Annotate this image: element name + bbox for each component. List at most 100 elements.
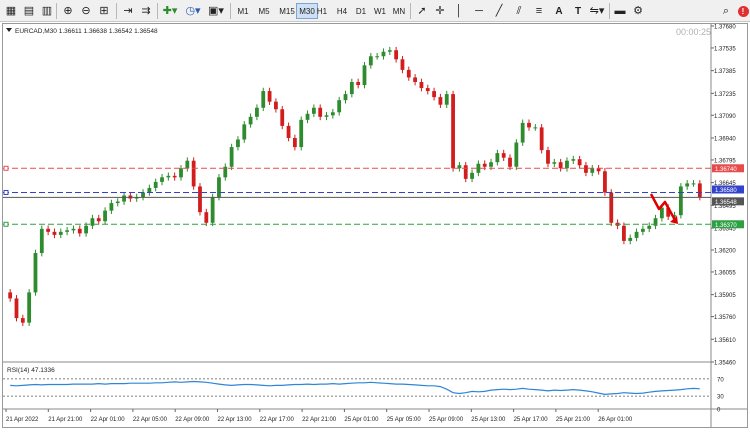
text-label-icon[interactable]: T [574,5,582,17]
profiles-icon[interactable]: ▤ [23,5,35,17]
periods-icon[interactable]: ◷▾ [185,5,201,17]
trendline-icon[interactable]: ╱ [495,5,503,17]
timeframe-mn[interactable]: MN [392,6,406,16]
notification-icon[interactable]: ! [737,3,749,19]
chart-shift-icon[interactable]: ⇥ [123,5,133,17]
candle-body [153,181,158,188]
price-tick-label: 1.37090 [714,114,736,120]
price-tick-label: 1.36345 [714,227,736,233]
candle-body [514,142,519,167]
candle-body [508,157,512,167]
time-tick-label: 25 Apr 17:00 [514,417,549,423]
text-tool-icon[interactable]: A [555,5,563,17]
candle-body [147,187,152,193]
candle-body [501,153,506,158]
price-tick-label: 1.36940 [714,137,736,143]
candle-body [109,203,114,211]
candle-body [242,124,247,140]
price-level-tag-label: 1.36580 [715,188,737,194]
candle-body [489,162,493,167]
timeframe-d1[interactable]: D1 [355,6,367,16]
fibonacci-icon[interactable]: ≡ [535,5,543,17]
price-tick-label: 1.37680 [714,25,736,31]
candle-body [697,183,702,198]
candle-body [198,186,202,213]
candle-body [666,207,671,217]
timeframe-m5[interactable]: M5 [258,6,270,16]
search-icon[interactable]: ⌕ [722,5,730,17]
timeframe-m15[interactable]: M15 [279,6,295,16]
indicators-icon[interactable]: ✚▾ [162,5,178,17]
cursor-icon[interactable]: ➚ [417,5,427,17]
candle-body [590,168,595,173]
candle-body [217,177,221,198]
window-icon[interactable]: ▬ [614,5,626,17]
candle-body [432,91,436,98]
candle-body [659,207,664,219]
arrows-icon[interactable]: ⇋▾ [589,5,605,17]
rsi-level-label: 0 [717,408,721,414]
market-watch-icon[interactable]: ▥ [41,5,53,17]
zoom-out-icon[interactable]: ⊖ [81,5,91,17]
crosshair-icon[interactable]: ✛ [435,5,445,17]
candle-body [229,147,234,167]
candle-body [691,183,696,185]
timeframe-h4[interactable]: H4 [336,6,348,16]
candle-body [362,65,367,86]
candle-body [52,231,57,235]
candle-body [280,109,285,126]
candle-body [20,318,25,323]
bar-countdown: 00:00:25 [676,27,711,37]
price-tick-label: 1.37235 [714,92,736,98]
candle-body [394,50,399,60]
chart-canvas[interactable]: EURCAD,M30 1.36611 1.36638 1.36542 1.365… [3,24,747,427]
price-tick-label: 1.36495 [714,204,736,210]
candle-body [122,195,126,202]
equidistant-channel-icon[interactable]: ⫽ [516,5,522,17]
symbol-dropdown-icon [6,28,12,32]
horizontal-line-icon[interactable]: ─ [475,5,483,17]
zoom-in-icon[interactable]: ⊕ [63,5,73,17]
candle-body [596,168,601,172]
candle-body [565,160,569,169]
chart-window[interactable]: EURCAD,M30 1.36611 1.36638 1.36542 1.365… [2,23,748,428]
templates-icon[interactable]: ▣▾ [208,5,224,17]
candle-body [71,228,76,231]
forecast-arrow-head [670,216,678,224]
price-level-tag [712,220,744,229]
candle-body [546,150,550,164]
candle-body [166,175,171,178]
candle-body [457,165,462,169]
vertical-line-icon[interactable]: │ [455,5,463,17]
candle-body [115,201,120,204]
candle-body [425,88,430,92]
tile-windows-icon[interactable]: ⊞ [99,5,109,17]
candle-body [533,127,538,129]
candle-body [248,116,253,125]
candle-body [103,210,107,222]
new-chart-icon[interactable]: ▦ [5,5,17,17]
candle-body [444,94,449,105]
candle-body [160,177,164,182]
timeframe-w1[interactable]: W1 [374,6,386,16]
candle-body [261,91,266,108]
time-tick-label: 25 Apr 13:00 [471,417,506,423]
candle-body [236,139,240,148]
candle-body [46,228,51,232]
time-tick-label: 25 Apr 01:00 [344,417,379,423]
candle-body [678,186,683,216]
timeframe-h1[interactable]: H1 [316,6,328,16]
candle-body [191,160,196,187]
candle-body [482,163,487,167]
candle-body [185,160,190,169]
auto-scroll-icon[interactable]: ⇉ [141,5,151,17]
candle-body [58,231,63,235]
candle-body [141,192,145,198]
price-tick-label: 1.36055 [714,270,736,276]
timeframe-m1[interactable]: M1 [237,6,249,16]
candle-body [299,119,304,148]
candle-body [8,292,13,299]
options-icon[interactable]: ⚙ [633,5,643,17]
timeframe-m30[interactable]: M30 [296,3,318,19]
